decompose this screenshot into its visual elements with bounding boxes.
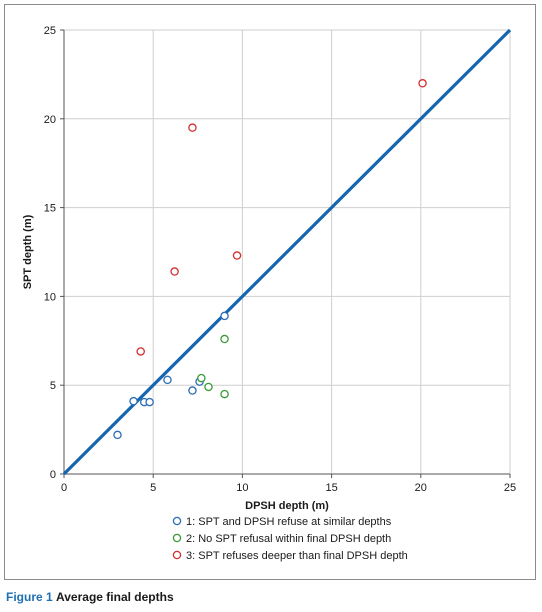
y-axis-label: SPT depth (m) [22,214,34,289]
y-tick-label: 20 [44,114,56,126]
series-1-point [163,375,172,385]
grid-lines [64,29,511,474]
legend-label-2: 2: No SPT refusal within final DPSH dept… [186,533,391,545]
x-axis-label: DPSH depth (m) [245,500,329,512]
legend-marker-2 [172,533,182,543]
x-tick-label: 0 [61,482,67,494]
y-tick-label: 15 [44,203,56,215]
series-3-point [136,347,145,356]
legend-label-3: 3: SPT refuses deeper than final DPSH de… [186,550,408,562]
data-points [113,79,427,440]
one-to-one-line [62,28,512,476]
series-2-point [197,373,206,383]
series-3-point [232,251,242,260]
series-3-point [418,79,427,88]
series-1-point [220,311,229,321]
legend-label-1: 1: SPT and DPSH refuse at similar depths [186,516,392,528]
x-tick-label: 15 [325,482,337,494]
x-tick-label: 20 [415,482,427,494]
axis-labels: DPSH depth (m) SPT depth (m) [22,214,329,512]
y-tick-label: 5 [50,380,56,392]
series-1-point [145,397,154,407]
series-3-point [170,267,179,276]
series-2-point [220,389,229,399]
scatter-chart: 0 5 10 15 20 25 0 5 10 15 20 25 DPSH depth (m) SPT … [22,25,516,562]
x-tick-label: 10 [236,482,248,494]
series-2-point [204,382,213,392]
y-tick-label: 25 [44,25,56,37]
figure-title: Average final depths [56,590,174,604]
y-tick-label: 0 [50,469,56,481]
figure-number: Figure 1 [6,590,53,604]
y-tick-label: 10 [44,291,56,303]
reference-line-group [62,28,512,476]
series-2-point [220,334,229,344]
series-3-point [188,123,197,132]
figure-caption: Figure 1 Average final depths [6,590,174,604]
series-1-point [188,386,197,395]
figure-frame: 0 5 10 15 20 25 0 5 10 15 20 25 DPSH depth (m) SPT … [4,4,536,580]
x-tick-label: 25 [504,482,516,494]
axes: 0 5 10 15 20 25 0 5 10 15 20 25 [44,25,516,494]
legend: 1: SPT and DPSH refuse at similar depths… [172,516,408,562]
legend-marker-1 [172,516,182,526]
series-1-point [113,430,122,440]
legend-marker-3 [172,550,182,560]
x-tick-label: 5 [150,482,156,494]
series-1-point [129,396,138,406]
